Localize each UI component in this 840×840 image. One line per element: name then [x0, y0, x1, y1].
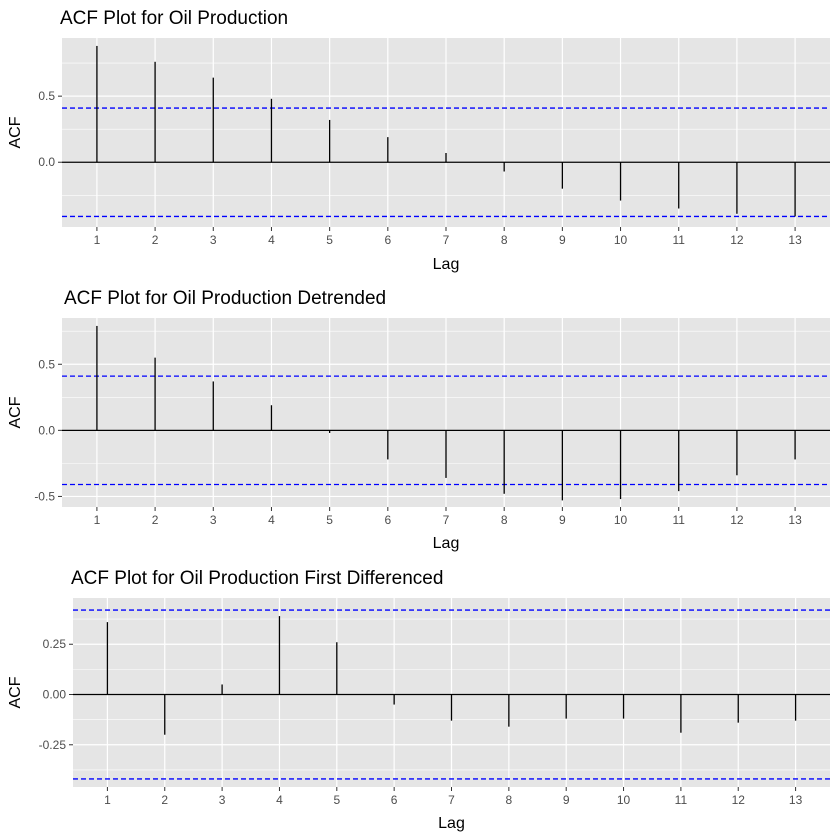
x-tick-label: 4 — [276, 793, 283, 807]
x-tick-label: 6 — [391, 793, 398, 807]
x-tick-label: 1 — [104, 793, 111, 807]
x-tick-label: 1 — [94, 233, 101, 247]
x-tick-label: 8 — [501, 233, 508, 247]
x-tick-label: 6 — [384, 513, 391, 527]
chart-title: ACF Plot for Oil Production First Differ… — [71, 568, 443, 589]
y-axis-title: ACF — [7, 676, 24, 708]
x-tick-label: 4 — [268, 513, 275, 527]
y-tick-label: 0.0 — [38, 155, 55, 169]
x-tick-label: 8 — [501, 513, 508, 527]
x-tick-label: 7 — [443, 513, 450, 527]
y-tick-label: 0.00 — [43, 688, 67, 702]
x-tick-label: 4 — [268, 233, 275, 247]
x-axis-title: Lag — [433, 535, 460, 552]
x-tick-label: 13 — [788, 513, 802, 527]
y-tick-label: -0.25 — [39, 738, 67, 752]
y-tick-label: 0.5 — [38, 89, 55, 103]
x-tick-label: 8 — [506, 793, 513, 807]
x-tick-label: 3 — [210, 513, 217, 527]
x-tick-label: 7 — [443, 233, 450, 247]
x-tick-label: 3 — [219, 793, 226, 807]
x-tick-label: 3 — [210, 233, 217, 247]
x-tick-label: 5 — [326, 513, 333, 527]
x-tick-label: 13 — [788, 233, 802, 247]
y-tick-label: 0.0 — [38, 423, 55, 437]
x-tick-label: 2 — [152, 513, 159, 527]
x-tick-label: 5 — [326, 233, 333, 247]
x-tick-label: 11 — [675, 793, 688, 807]
x-tick-label: 10 — [617, 793, 631, 807]
y-axis-title: ACF — [7, 396, 24, 428]
x-tick-label: 1 — [94, 513, 101, 527]
x-tick-label: 9 — [559, 513, 566, 527]
x-tick-label: 2 — [152, 233, 159, 247]
y-tick-label: -0.5 — [34, 489, 55, 503]
x-tick-label: 9 — [563, 793, 570, 807]
x-tick-label: 12 — [730, 233, 744, 247]
chart-title: ACF Plot for Oil Production Detrended — [64, 288, 386, 309]
x-tick-label: 10 — [614, 233, 628, 247]
x-tick-label: 9 — [559, 233, 566, 247]
x-tick-label: 5 — [333, 793, 340, 807]
chart-title: ACF Plot for Oil Production — [60, 8, 288, 29]
x-tick-label: 2 — [161, 793, 168, 807]
y-tick-label: 0.5 — [38, 357, 55, 371]
x-tick-label: 13 — [789, 793, 803, 807]
x-tick-label: 11 — [672, 513, 685, 527]
x-tick-label: 12 — [732, 793, 746, 807]
x-tick-label: 11 — [672, 233, 685, 247]
y-tick-label: 0.25 — [43, 637, 67, 651]
x-axis-title: Lag — [438, 815, 465, 832]
x-tick-label: 10 — [614, 513, 628, 527]
x-tick-label: 6 — [384, 233, 391, 247]
y-axis-title: ACF — [7, 116, 24, 148]
x-axis-title: Lag — [433, 256, 460, 273]
x-tick-label: 12 — [730, 513, 744, 527]
x-tick-label: 7 — [448, 793, 455, 807]
